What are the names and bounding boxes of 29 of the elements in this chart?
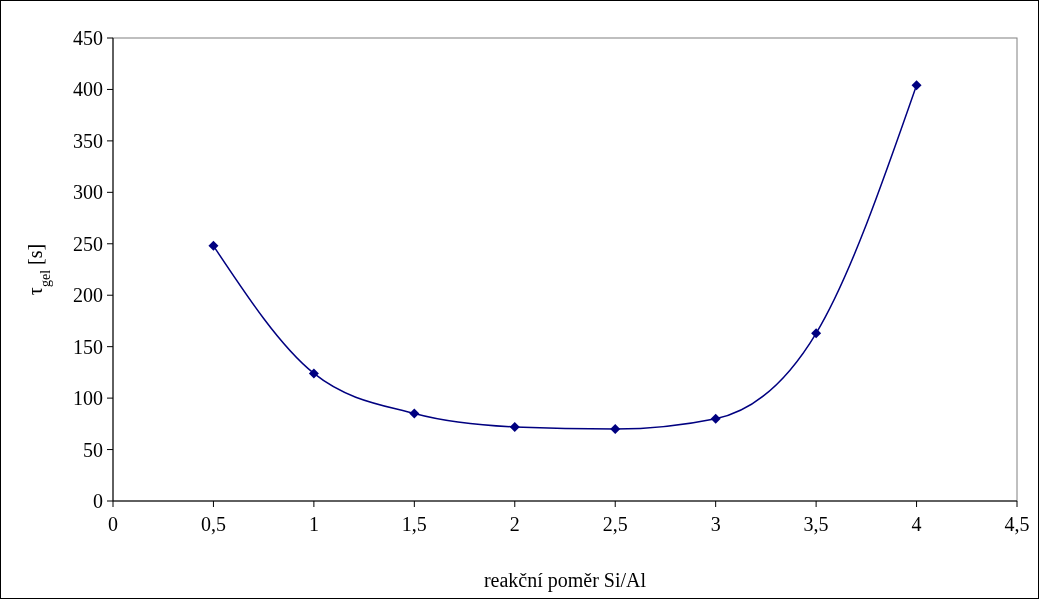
y-tick-label: 350 (73, 129, 103, 152)
y-tick-label: 0 (93, 490, 103, 512)
x-tick-label: 4,5 (1004, 513, 1030, 535)
point (308, 368, 319, 379)
y-tick-label: 150 (73, 335, 103, 358)
x-tick-label: 2,5 (602, 513, 628, 535)
x-tick-label: 1,5 (401, 513, 427, 535)
x-tick-label: 3,5 (803, 513, 829, 535)
x-tick-label: 0 (108, 513, 118, 535)
y-tick-label: 400 (73, 78, 103, 101)
y-tick-label: 300 (73, 181, 103, 204)
y-tick-label: 250 (73, 232, 103, 255)
point (610, 423, 621, 434)
point (811, 328, 822, 339)
x-tick-label: 0,5 (200, 513, 226, 535)
point (911, 80, 922, 91)
x-tick-label: 2 (509, 513, 520, 535)
y-tick-label: 100 (73, 387, 103, 410)
x-axis-title: reakční poměr Si/Al (483, 569, 647, 592)
point (409, 408, 420, 419)
y-tick-label: 50 (83, 438, 103, 461)
x-tick-label: 1 (308, 513, 319, 535)
x-tick-label: 4 (911, 513, 922, 535)
y-tick-label: 200 (73, 284, 103, 307)
point (509, 421, 520, 432)
point (208, 240, 219, 251)
point (710, 413, 721, 424)
y-tick-label: 450 (73, 27, 103, 49)
x-tick-label: 3 (710, 513, 721, 535)
